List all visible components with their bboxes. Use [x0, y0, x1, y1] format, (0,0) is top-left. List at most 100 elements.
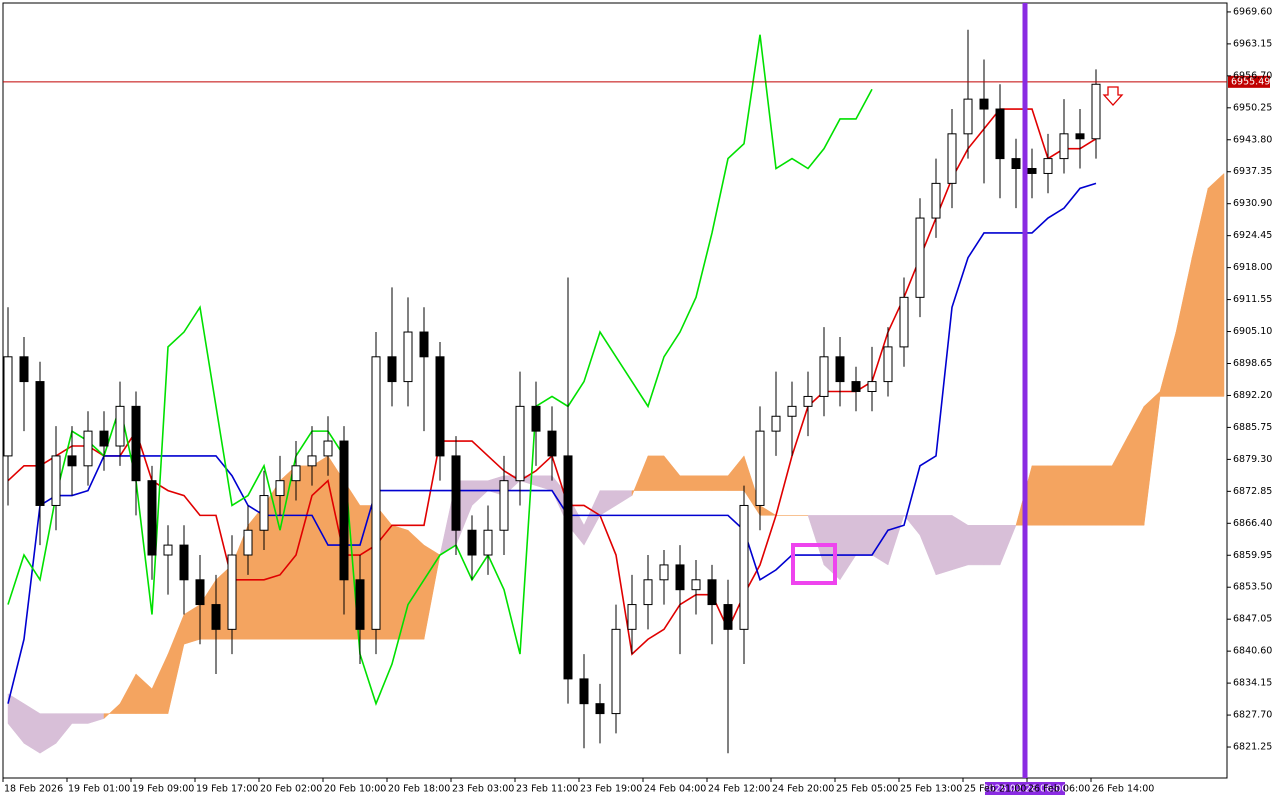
cloud-segment: [855, 515, 873, 556]
cloud-segment: [423, 544, 441, 640]
cloud-segment: [1063, 465, 1081, 526]
y-tick-label: 6898.65: [1233, 358, 1272, 369]
candle-body: [323, 440, 333, 457]
candle-body: [1027, 168, 1037, 174]
candle-body: [995, 108, 1005, 160]
candle-body: [1059, 133, 1069, 160]
y-tick-label: 6963.15: [1233, 38, 1272, 49]
candle-body: [1043, 158, 1053, 174]
x-tick-label: 25 Feb 05:00: [836, 784, 898, 795]
cloud-segment: [1207, 172, 1225, 397]
y-tick-label: 6956.70: [1233, 70, 1272, 81]
candle-body: [803, 395, 813, 407]
candle-body: [131, 405, 141, 482]
cloud-segment: [1079, 465, 1097, 526]
candle-body: [211, 604, 221, 630]
candle-body: [275, 480, 285, 497]
candle-body: [947, 133, 957, 184]
x-tick-label: 23 Feb 19:00: [580, 784, 642, 795]
y-tick-label: 6969.60: [1233, 6, 1272, 17]
highlight-box: [791, 543, 837, 585]
x-tick-label: 24 Feb 20:00: [772, 784, 834, 795]
candle-body: [595, 703, 605, 715]
candle-body: [883, 346, 893, 383]
cloud-segment: [967, 525, 985, 566]
candle-body: [659, 564, 669, 581]
candle-body: [307, 455, 317, 467]
y-tick-label: 6872.85: [1233, 486, 1272, 497]
candle-body: [3, 356, 13, 457]
candle-body: [579, 678, 589, 705]
candle-body: [739, 504, 749, 630]
candle-body: [387, 356, 397, 383]
candle-body: [371, 356, 381, 630]
y-tick-label: 6821.25: [1233, 742, 1272, 753]
x-tick-label: 23 Feb 11:00: [516, 784, 578, 795]
candle-body: [819, 356, 829, 397]
candle-body: [1091, 83, 1101, 140]
candle-body: [403, 331, 413, 383]
x-tick-label: 19 Feb 01:00: [68, 784, 130, 795]
candle-body: [787, 405, 797, 417]
x-tick-label: 24 Feb 04:00: [644, 784, 706, 795]
x-tick-label: 25 Feb 21:00: [964, 784, 1026, 795]
cloud-segment: [1095, 465, 1113, 526]
vline-label: 2026.02.26 06:00: [983, 784, 1068, 795]
cloud-segment: [711, 475, 729, 491]
cloud-segment: [295, 465, 313, 640]
candle-body: [675, 564, 685, 591]
candle-body: [979, 98, 989, 110]
candle-body: [435, 356, 445, 457]
candle-body: [227, 554, 237, 630]
y-tick-label: 6853.50: [1233, 582, 1272, 593]
candle-body: [195, 579, 205, 606]
candle-body: [723, 604, 733, 630]
cloud-segment: [1047, 465, 1065, 526]
y-tick-label: 6885.75: [1233, 422, 1272, 433]
x-tick-label: 20 Feb 02:00: [260, 784, 322, 795]
candle-body: [355, 579, 365, 630]
y-tick-label: 6834.15: [1233, 678, 1272, 689]
y-tick-label: 6905.10: [1233, 326, 1272, 337]
y-tick-label: 6866.40: [1233, 518, 1272, 529]
x-tick-label: 18 Feb 2026: [4, 784, 63, 795]
candle-body: [835, 356, 845, 383]
cloud-segment: [1031, 465, 1049, 526]
candle-body: [963, 98, 973, 135]
candle-body: [1075, 133, 1085, 140]
x-tick-label: 24 Feb 12:00: [708, 784, 770, 795]
candle-body: [179, 544, 189, 581]
candle-body: [867, 381, 877, 392]
cloud-segment: [983, 525, 1001, 566]
candle-body: [771, 415, 781, 432]
x-tick-label: 25 Feb 13:00: [900, 784, 962, 795]
candle-body: [19, 356, 29, 383]
candle-body: [35, 381, 45, 506]
candle-body: [755, 430, 765, 506]
x-tick-label: 20 Feb 10:00: [324, 784, 386, 795]
candle-body: [339, 440, 349, 581]
y-tick-label: 6930.90: [1233, 198, 1272, 209]
indicator-line: [7, 182, 1097, 704]
cloud-segment: [647, 455, 665, 491]
candle-body: [291, 465, 301, 482]
candle-body: [259, 495, 269, 531]
vline-label-bg: [985, 782, 1065, 795]
cloud-segment: [679, 475, 697, 491]
y-tick-label: 6892.20: [1233, 390, 1272, 401]
candle-body: [115, 405, 125, 447]
y-tick-label: 6924.45: [1233, 230, 1272, 241]
y-tick-label: 6918.00: [1233, 262, 1272, 273]
y-tick-label: 6937.35: [1233, 166, 1272, 177]
y-tick-label: 6859.95: [1233, 550, 1272, 561]
y-tick-label: 6847.05: [1233, 614, 1272, 625]
y-tick-label: 6943.80: [1233, 134, 1272, 145]
candle-body: [691, 579, 701, 591]
x-tick-label: 19 Feb 09:00: [132, 784, 194, 795]
candle-body: [851, 381, 861, 392]
cloud-segment: [951, 514, 969, 571]
candle-body: [627, 604, 637, 630]
candle-body: [915, 217, 925, 298]
y-tick-label: 6879.30: [1233, 454, 1272, 465]
